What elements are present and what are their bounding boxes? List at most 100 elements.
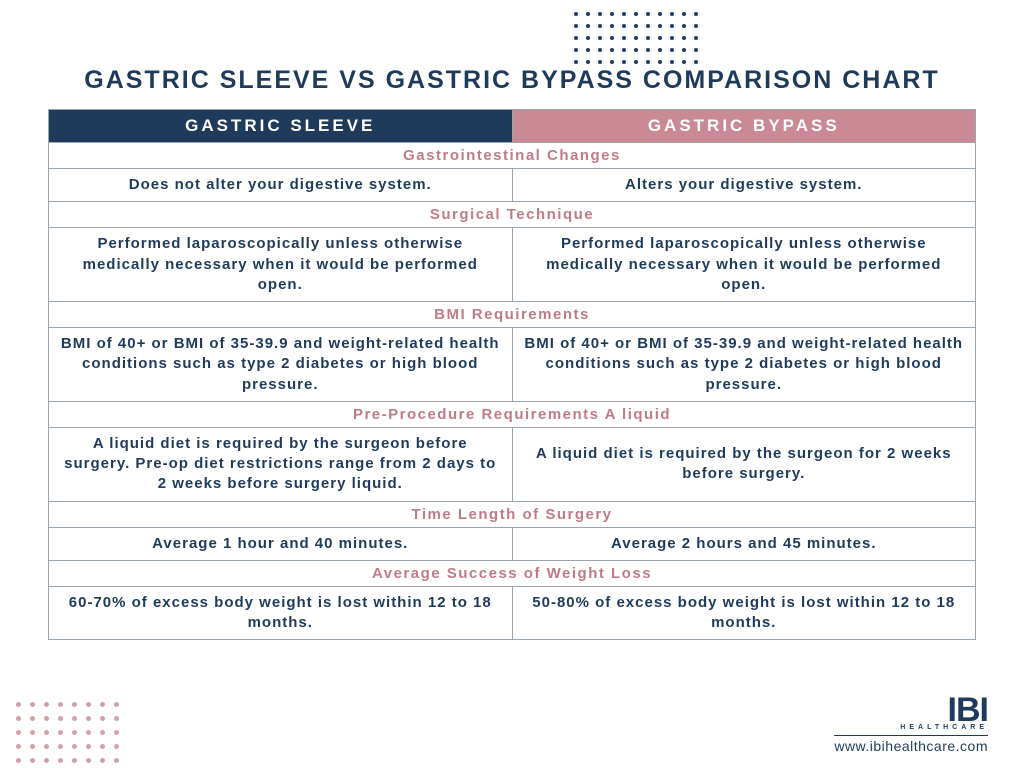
dot [658,12,662,16]
cell-sleeve: Average 1 hour and 40 minutes. [49,527,513,560]
column-header-bypass: GASTRIC BYPASS [512,110,976,143]
dot [114,744,119,749]
dot [574,36,578,40]
dot [58,744,63,749]
dot [610,48,614,52]
cell-sleeve: Does not alter your digestive system. [49,169,513,202]
cell-sleeve: BMI of 40+ or BMI of 35-39.9 and weight-… [49,328,513,402]
dot [586,36,590,40]
decorative-dot-grid-bottom [12,698,124,768]
dot [100,758,105,763]
cell-sleeve: 60-70% of excess body weight is lost wit… [49,586,513,640]
dot [16,744,21,749]
section-heading: Average Success of Weight Loss [49,560,976,586]
dot [658,60,662,64]
section-heading: BMI Requirements [49,302,976,328]
dot [622,36,626,40]
dot [610,36,614,40]
page-title: GASTRIC SLEEVE VS GASTRIC BYPASS COMPARI… [48,66,976,95]
dot [682,48,686,52]
dot [670,60,674,64]
dot [646,12,650,16]
dot [586,24,590,28]
dot [634,48,638,52]
dot [114,702,119,707]
dot [694,60,698,64]
dot [30,702,35,707]
dot [682,24,686,28]
footer: IBI HEALTHCARE www.ibihealthcare.com [834,695,988,754]
dot [598,24,602,28]
dot [44,730,49,735]
dot [694,48,698,52]
dot [646,60,650,64]
cell-bypass: Performed laparoscopically unless otherw… [512,228,976,302]
dot [682,36,686,40]
dot [634,12,638,16]
dot [44,744,49,749]
dot [634,36,638,40]
dot [16,730,21,735]
dot [598,60,602,64]
dot [114,758,119,763]
dot [682,12,686,16]
dot [646,36,650,40]
footer-url: www.ibihealthcare.com [834,735,988,754]
dot [86,758,91,763]
dot [114,716,119,721]
logo-subtext: HEALTHCARE [834,724,988,731]
dot [598,48,602,52]
dot [44,716,49,721]
dot [30,744,35,749]
dot [574,24,578,28]
dot [44,758,49,763]
dot [100,716,105,721]
dot [658,36,662,40]
section-heading: Pre-Procedure Requirements A liquid [49,401,976,427]
dot [622,12,626,16]
dot [86,716,91,721]
cell-sleeve: A liquid diet is required by the surgeon… [49,427,513,501]
cell-bypass: BMI of 40+ or BMI of 35-39.9 and weight-… [512,328,976,402]
dot [694,12,698,16]
cell-bypass: Alters your digestive system. [512,169,976,202]
dot [586,60,590,64]
dot [86,744,91,749]
dot [670,48,674,52]
dot [100,744,105,749]
cell-bypass: Average 2 hours and 45 minutes. [512,527,976,560]
dot [114,730,119,735]
dot [72,702,77,707]
dot [58,702,63,707]
dot [598,36,602,40]
dot [622,60,626,64]
dot [622,48,626,52]
dot [72,758,77,763]
dot [30,730,35,735]
dot [694,36,698,40]
dot [694,24,698,28]
dot [610,12,614,16]
dot [574,60,578,64]
dot [100,730,105,735]
dot [646,48,650,52]
dot [586,12,590,16]
dot [610,60,614,64]
dot [670,24,674,28]
dot [670,12,674,16]
dot [30,716,35,721]
dot [586,48,590,52]
dot [646,24,650,28]
dot [72,716,77,721]
dot [658,48,662,52]
logo: IBI [834,695,988,726]
dot [58,716,63,721]
dot [16,702,21,707]
decorative-dot-grid-top [570,8,702,68]
dot [58,758,63,763]
logo-text: IBI [948,695,988,726]
cell-bypass: 50-80% of excess body weight is lost wit… [512,586,976,640]
dot [86,730,91,735]
dot [658,24,662,28]
dot [72,744,77,749]
